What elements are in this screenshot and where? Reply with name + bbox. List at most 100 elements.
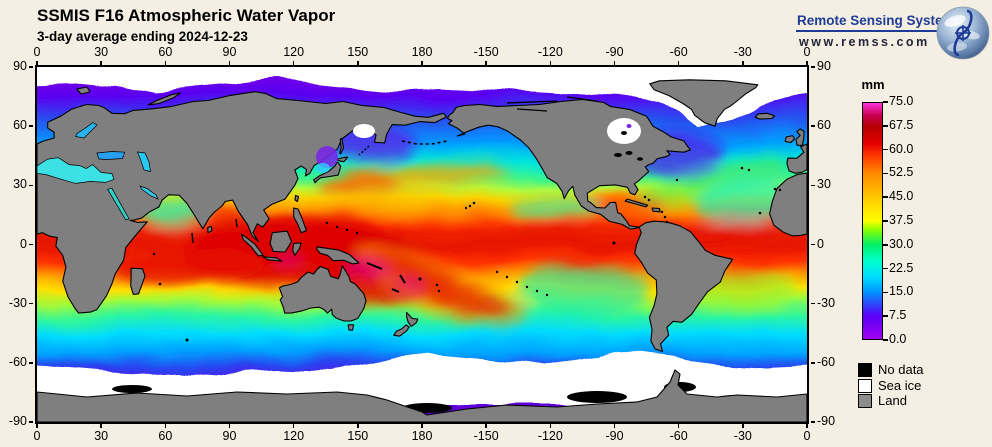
island-specks <box>152 140 782 342</box>
lon-label-top: -150 <box>473 45 499 59</box>
lon-label-top: -90 <box>605 45 624 59</box>
colorbar-tick <box>883 291 888 294</box>
lon-tick-bottom <box>742 424 744 428</box>
colorbar-tick-label: 67.5 <box>889 117 914 132</box>
lat-tick-right <box>811 421 815 423</box>
lon-tick-top <box>36 61 38 65</box>
lon-tick-bottom <box>36 424 38 428</box>
lon-tick-bottom <box>357 424 359 428</box>
inland-seas <box>37 122 159 221</box>
colorbar-tick-label: 0.0 <box>889 332 907 346</box>
lon-label-top: -30 <box>733 45 752 59</box>
lon-tick-bottom <box>228 424 231 428</box>
lat-label-left: 60 <box>13 118 27 133</box>
lon-label-bottom: -120 <box>537 429 563 443</box>
lat-tick-right <box>811 184 815 187</box>
lon-label-top: -60 <box>669 45 688 59</box>
lat-label-right: 0 <box>817 236 824 251</box>
lon-label-top: 150 <box>347 45 369 59</box>
colorbar-tick-label: 60.0 <box>889 141 914 156</box>
colorbar-tick-label: 22.5 <box>889 260 914 275</box>
world-map <box>37 67 807 422</box>
lat-label-right: -90 <box>817 414 836 428</box>
remss-logo-underline <box>796 30 954 32</box>
colorbar-tick <box>883 101 888 103</box>
lat-tick-right <box>811 362 815 364</box>
lon-label-top: 120 <box>283 45 305 59</box>
lon-label-bottom: 0 <box>803 429 811 443</box>
lon-tick-top <box>228 61 231 65</box>
page-subtitle: 3-day average ending 2024-12-23 <box>37 29 248 44</box>
lon-tick-top <box>357 61 359 65</box>
lon-tick-bottom <box>613 424 616 428</box>
legend-swatch-sea-ice <box>858 378 872 393</box>
colorbar-tick <box>883 315 888 317</box>
lon-tick-bottom <box>485 424 487 428</box>
lon-tick-bottom <box>164 424 167 428</box>
lon-label-bottom: 90 <box>222 429 237 443</box>
colorbar-tick <box>883 196 888 198</box>
lat-tick-right <box>811 243 815 246</box>
remss-logo-text: Remote Sensing Systems <box>797 13 963 28</box>
lon-label-bottom: 150 <box>347 429 369 443</box>
lat-label-right: -60 <box>817 354 836 369</box>
lat-tick-left <box>29 421 33 423</box>
lon-label-top: -120 <box>537 45 563 59</box>
earth-integral-icon <box>936 6 990 60</box>
lon-label-top: 60 <box>158 45 173 59</box>
lon-tick-top <box>677 61 680 65</box>
lon-label-top: 0 <box>33 45 41 59</box>
colorbar-tick <box>883 125 888 127</box>
lon-label-bottom: 120 <box>283 429 305 443</box>
lat-label-left: 90 <box>13 59 27 73</box>
lon-tick-top <box>549 61 552 65</box>
lon-tick-top <box>100 61 102 65</box>
lat-tick-left <box>29 184 33 187</box>
legend-label: No data <box>878 362 924 377</box>
lon-label-bottom: 60 <box>158 429 173 443</box>
lat-label-left: -30 <box>8 295 27 310</box>
colorbar-tick-label: 37.5 <box>889 213 914 227</box>
lon-label-bottom: -150 <box>473 429 499 443</box>
colorbar-tick <box>883 244 888 246</box>
colorbar-tick <box>883 267 888 270</box>
lon-label-bottom: -90 <box>605 429 624 443</box>
lat-label-right: 90 <box>817 59 831 73</box>
colorbar-tick-label: 30.0 <box>889 236 914 251</box>
legend-label: Land <box>878 393 907 409</box>
lon-tick-top <box>742 61 744 65</box>
lon-tick-top <box>164 61 167 65</box>
lon-tick-top <box>421 61 423 65</box>
lon-label-bottom: 0 <box>33 429 41 443</box>
lon-tick-bottom <box>549 424 552 428</box>
legend-swatch-land <box>858 394 872 409</box>
colorbar-tick <box>883 148 888 151</box>
lat-tick-left <box>29 66 33 68</box>
lat-label-left: -90 <box>8 414 27 428</box>
legend-label: Sea ice <box>878 377 922 393</box>
lat-label-left: 30 <box>13 177 27 192</box>
colorbar-tick-label: 45.0 <box>889 189 914 204</box>
colorbar-tick-label: 7.5 <box>889 308 907 323</box>
lat-label-right: 30 <box>817 177 831 192</box>
colorbar-tick <box>883 339 888 341</box>
lat-tick-right <box>811 66 815 68</box>
colorbar-unit-label: mm <box>861 77 885 92</box>
lon-tick-top <box>806 61 808 65</box>
lon-label-top: 30 <box>94 45 109 59</box>
lat-label-right: 60 <box>817 118 831 133</box>
lat-tick-right <box>811 302 815 305</box>
lat-label-left: 0 <box>20 236 27 251</box>
page-title: SSMIS F16 Atmospheric Water Vapor <box>37 6 336 25</box>
colorbar-tick-label: 52.5 <box>889 165 914 180</box>
lon-label-bottom: 30 <box>94 429 109 443</box>
lon-label-bottom: 180 <box>411 429 433 443</box>
remss-url: www.remss.com <box>799 35 930 49</box>
lat-label-right: -30 <box>817 295 836 310</box>
lon-tick-top <box>292 61 295 65</box>
lat-tick-left <box>29 125 33 127</box>
colorbar-tick-label: 15.0 <box>889 284 914 299</box>
lon-label-bottom: -30 <box>733 429 752 443</box>
lon-tick-bottom <box>100 424 102 428</box>
